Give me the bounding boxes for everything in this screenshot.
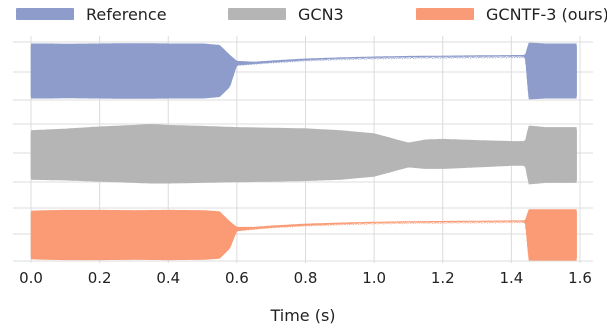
x-tick-label: 0.8 [294,269,318,287]
x-tick-label: 0.4 [156,269,180,287]
waveform-oscillation [30,124,577,184]
legend-item: GCNTF-3 (ours) [416,5,607,24]
legend-item: Reference [16,5,167,24]
legend-label: Reference [86,5,167,24]
x-tick-label: 0.0 [19,269,43,287]
legend-swatch [16,8,74,20]
x-tick-label: 1.0 [362,269,386,287]
legend-item: GCN3 [228,5,344,24]
series-gcn3 [30,124,577,185]
x-tick-label: 1.4 [499,269,523,287]
legend-label: GCNTF-3 (ours) [486,5,607,24]
x-tick-label: 0.6 [225,269,249,287]
waveform-oscillation [30,42,577,100]
legend-swatch [228,8,286,20]
legend: Reference GCN3 GCNTF-3 (ours) [16,5,607,24]
series-reference [30,42,577,100]
x-tick-label: 0.2 [88,269,112,287]
x-tick-label: 1.2 [431,269,455,287]
legend-swatch [416,8,474,20]
x-axis-ticks: 0.0 0.2 0.4 0.6 0.8 1.0 1.2 1.4 1.6 [19,269,592,287]
x-tick-label: 1.6 [568,269,592,287]
series-gcntf-3-ours- [30,209,577,261]
legend-label: GCN3 [298,5,344,24]
waveform-oscillation [30,209,577,261]
x-axis-label: Time (s) [269,306,335,325]
waveforms [30,42,577,261]
